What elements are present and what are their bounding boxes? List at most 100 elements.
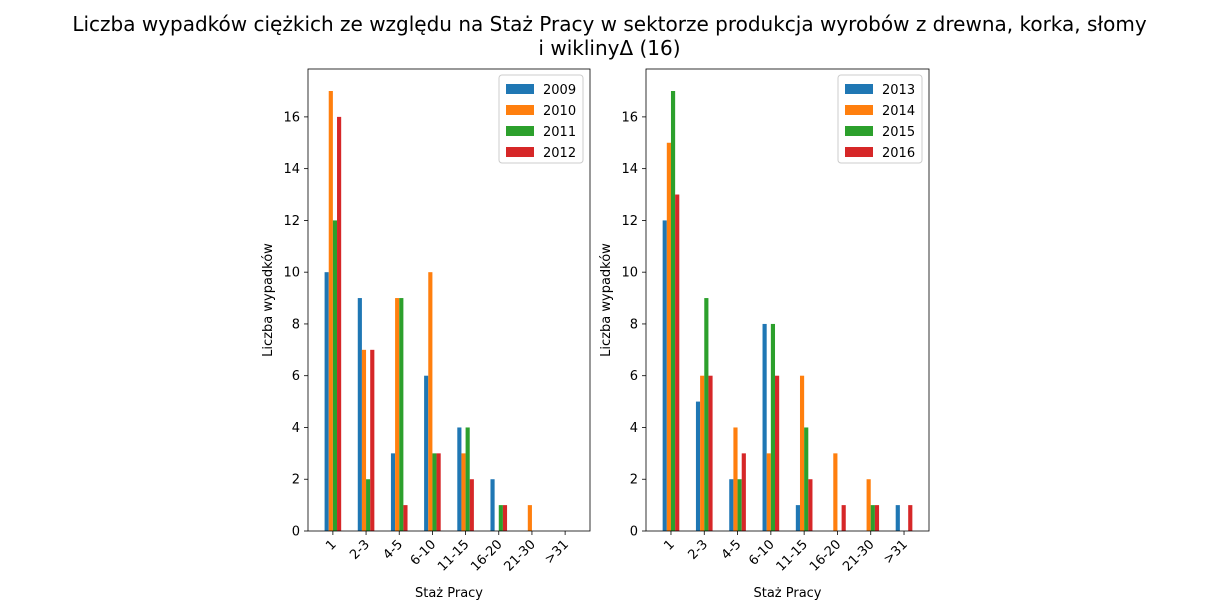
bar-2-2016-4 [808,479,813,531]
x-tick-label-1: >31 [542,537,572,567]
y-tick-label-2: 0 [630,525,638,540]
legend-swatch-2-2015 [845,126,873,136]
y-tick-label-2: 6 [630,369,638,384]
bar-2-2015-1 [704,298,709,531]
bar-2-2014-3 [766,453,771,531]
bar-2-2016-3 [775,375,780,531]
bar-1-2009-3 [424,375,429,531]
plot-frame-1 [307,68,591,532]
bar-1-2009-1 [357,298,362,531]
bar-1-2012-0 [337,116,342,531]
bar-1-2009-4 [457,427,462,531]
y-tick-label-1: 14 [283,162,300,177]
bar-2-2014-4 [799,375,805,531]
x-axis-label-1: Staż Pracy [415,586,483,601]
bar-1-2012-2 [403,505,408,531]
y-tick-label-1: 12 [283,214,300,229]
bar-1-2011-0 [332,220,338,532]
x-tick-label-2: 16-20 [807,537,844,574]
legend-box-1 [498,74,584,164]
bar-1-2012-1 [370,349,375,531]
plot-frame-2 [645,68,930,532]
x-tick-label-2: 4-5 [719,537,745,563]
y-tick-label-1: 4 [292,421,300,436]
bar-1-2011-4 [465,427,470,531]
y-tick-label-2: 16 [621,110,638,125]
bar-2-2013-1 [695,401,701,531]
bar-2-2013-0 [662,220,667,532]
legend-label-1-2010: 2010 [543,104,576,119]
bar-1-2010-2 [395,298,400,531]
y-axis-label-2: Liczba wypadków [599,243,614,357]
y-tick-label-2: 14 [621,162,638,177]
bar-1-2012-3 [436,453,441,531]
x-tick-label-2: 11-15 [774,537,811,574]
chart-title-line-2: i wiklinyΔ (16) [538,36,681,60]
bar-2-2014-5 [833,453,838,531]
bar-1-2012-5 [502,505,508,531]
bar-2-2015-3 [770,323,776,531]
bar-2-2015-4 [804,427,809,531]
y-tick-label-2: 2 [630,473,638,488]
bar-2-2015-6 [870,505,875,531]
x-tick-label-1: 2-3 [347,537,373,563]
legend-swatch-2-2014 [845,105,873,115]
bar-2-2013-4 [795,505,800,531]
legend-label-1-2012: 2012 [543,146,576,161]
x-tick-label-1: 1 [323,537,339,553]
bar-2-2016-2 [741,453,746,531]
bar-2-2014-6 [866,479,871,531]
bar-1-2009-0 [324,272,329,531]
legend-swatch-2-2013 [845,84,873,94]
bar-1-2010-3 [428,272,433,531]
bar-2-2014-2 [733,427,738,531]
bar-1-2010-0 [328,91,333,531]
y-tick-label-2: 8 [630,317,638,332]
bar-1-2009-2 [390,453,396,531]
y-tick-label-1: 6 [292,369,300,384]
legend-swatch-1-2012 [506,147,534,157]
x-tick-label-2: 1 [661,537,677,553]
legend-box-2 [837,74,923,164]
bar-1-2011-2 [399,298,404,531]
y-tick-label-1: 2 [292,473,300,488]
x-tick-label-1: 16-20 [468,537,505,574]
x-tick-label-1: 21-30 [501,537,538,574]
bar-2-2016-6 [874,505,880,531]
bar-2-2016-7 [908,505,913,531]
bar-2-2015-0 [670,91,676,531]
y-tick-label-2: 10 [621,266,638,281]
x-tick-label-1: 11-15 [435,537,472,574]
bar-2-2016-0 [675,194,680,531]
y-tick-label-1: 16 [283,110,300,125]
x-axis-label-2: Staż Pracy [753,586,821,601]
bar-1-2010-6 [527,505,532,531]
bar-2-2016-1 [708,375,713,531]
bar-2-2015-2 [737,479,742,531]
bar-1-2010-4 [461,453,466,531]
legend-swatch-1-2010 [506,105,534,115]
bar-2-2014-1 [700,375,705,531]
y-tick-label-1: 8 [292,317,300,332]
x-tick-label-2: >31 [881,537,911,567]
legend-swatch-2-2016 [845,147,873,157]
x-tick-label-1: 4-5 [380,537,406,563]
bar-1-2011-1 [366,479,371,531]
legend-label-2-2014: 2014 [882,104,915,119]
bar-1-2010-1 [361,349,367,531]
chart-title-line-1: Liczba wypadków ciężkich ze względu na S… [72,12,1147,36]
x-tick-label-2: 2-3 [685,537,711,563]
legend-swatch-1-2009 [506,84,534,94]
legend-label-2-2015: 2015 [882,125,915,140]
bar-2-2016-5 [841,505,846,531]
legend-label-2-2013: 2013 [882,83,915,98]
bar-1-2011-3 [432,453,437,531]
legend-swatch-1-2011 [506,126,534,136]
bar-1-2012-4 [469,479,474,531]
bar-2-2014-0 [666,142,671,531]
y-axis-label-1: Liczba wypadków [261,243,276,357]
legend-label-1-2011: 2011 [543,125,576,140]
legend-label-1-2009: 2009 [543,83,576,98]
bar-2-2013-2 [729,479,734,531]
